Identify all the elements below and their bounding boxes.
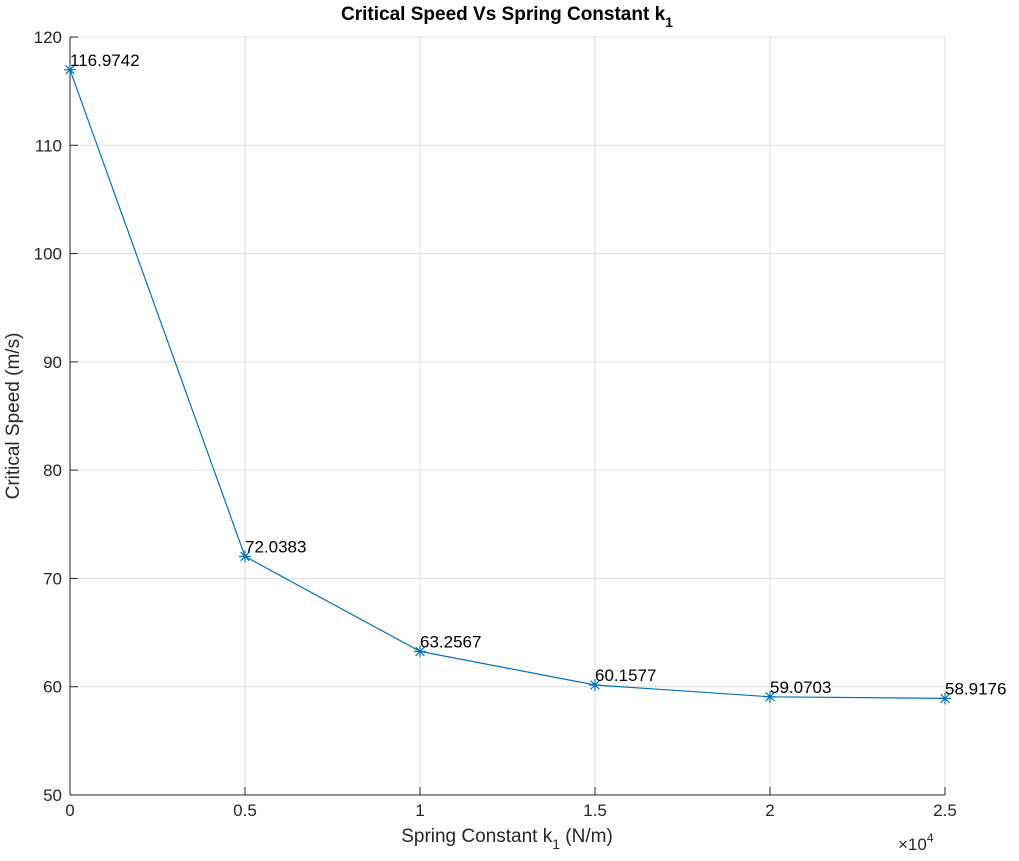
- data-label: 58.9176: [945, 679, 1006, 698]
- y-tick-label: 80: [43, 461, 62, 480]
- x-tick-label: 2.5: [933, 801, 957, 820]
- chart-title: Critical Speed Vs Spring Constant k1: [341, 4, 673, 30]
- data-point-marker: [939, 692, 951, 705]
- data-label: 59.0703: [770, 678, 831, 697]
- y-tick-label: 110: [35, 136, 62, 155]
- y-tick-label: 120: [34, 28, 62, 47]
- data-point-marker: [764, 690, 776, 703]
- data-point-marker: [64, 63, 76, 76]
- y-tick-label: 90: [43, 353, 62, 372]
- y-tick-label: 50: [43, 786, 62, 805]
- x-tick-label: 0: [65, 801, 74, 820]
- data-point-marker: [239, 550, 251, 563]
- x-tick-label: 1: [415, 801, 424, 820]
- data-label: 63.2567: [420, 632, 481, 651]
- y-tick-label: 60: [43, 678, 62, 697]
- axes: [69, 37, 945, 796]
- x-axis-label: Spring Constant k1 (N/m): [401, 826, 613, 852]
- y-tick-label: 70: [43, 569, 62, 588]
- series-line: [69, 69, 946, 699]
- y-axis-label: Critical Speed (m/s): [3, 333, 24, 500]
- data-label: 60.1577: [595, 666, 656, 685]
- x-axis-label-subscript: 1: [552, 836, 560, 852]
- data-labels: 116.9742 72.0383 63.2567 60.1577 59.0703 58.9…: [70, 51, 1006, 699]
- x-tick-label: 2: [765, 801, 774, 820]
- chart-title-subscript: 1: [665, 14, 673, 30]
- x-axis-exponent: ×104: [898, 831, 934, 854]
- data-point-marker: [589, 679, 601, 692]
- data-label: 116.9742: [70, 51, 140, 70]
- data-label: 72.0383: [245, 537, 306, 556]
- x-axis-exponent-power: 4: [927, 831, 934, 845]
- x-tick-label: 1.5: [583, 801, 607, 820]
- x-tick-label: 0.5: [233, 801, 257, 820]
- series: [64, 63, 951, 705]
- x-axis-label-unit: (N/m): [560, 826, 613, 847]
- grid: [69, 36, 946, 796]
- y-tick-label: 100: [34, 245, 62, 264]
- ticks: 0 0.5 1 1.5 2 2.5 50 60 70 80 90 100 110 120: [34, 28, 957, 820]
- data-point-marker: [414, 645, 426, 658]
